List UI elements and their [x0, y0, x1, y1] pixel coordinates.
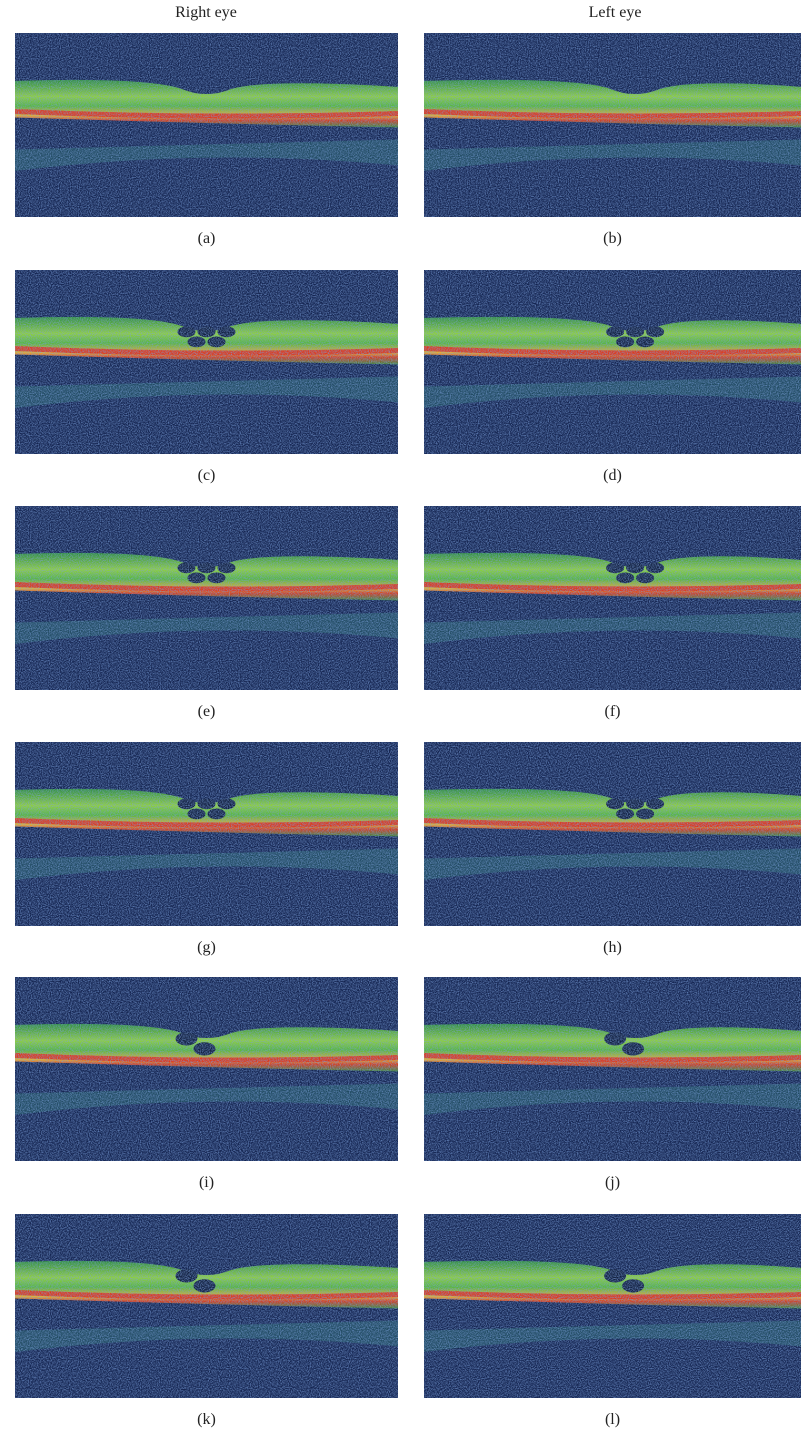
- panel-label: (l): [604, 1411, 621, 1428]
- oct-scan: [424, 506, 801, 690]
- panel-label: (j): [604, 1174, 621, 1191]
- oct-scan: [15, 33, 398, 217]
- panel-label: (k): [197, 1411, 216, 1428]
- panel-label: (h): [603, 939, 622, 956]
- speckle: [15, 33, 398, 217]
- panel-label: (e): [197, 703, 216, 720]
- oct-scan: [15, 270, 398, 454]
- oct-scan: [424, 742, 801, 926]
- speckle: [424, 506, 801, 690]
- speckle: [15, 977, 398, 1161]
- speckle: [424, 270, 801, 454]
- speckle: [424, 1214, 801, 1398]
- speckle: [424, 742, 801, 926]
- speckle: [15, 506, 398, 690]
- speckle: [15, 270, 398, 454]
- panel-label: (d): [603, 467, 622, 484]
- oct-scan: [15, 742, 398, 926]
- column-header: Right eye: [175, 4, 237, 21]
- oct-scan: [424, 33, 801, 217]
- speckle: [424, 33, 801, 217]
- oct-scan: [15, 506, 398, 690]
- oct-scan: [15, 977, 398, 1161]
- speckle: [15, 1214, 398, 1398]
- oct-scan: [15, 1214, 398, 1398]
- oct-scan: [424, 1214, 801, 1398]
- panel-label: (b): [603, 230, 622, 247]
- column-header: Left eye: [588, 4, 642, 21]
- oct-scan: [424, 977, 801, 1161]
- speckle: [424, 977, 801, 1161]
- panel-label: (g): [197, 939, 216, 956]
- speckle: [15, 742, 398, 926]
- panel-label: (i): [198, 1174, 215, 1191]
- panel-label: (c): [197, 467, 216, 484]
- panel-label: (a): [197, 230, 216, 247]
- panel-label: (f): [604, 703, 621, 720]
- oct-scan: [424, 270, 801, 454]
